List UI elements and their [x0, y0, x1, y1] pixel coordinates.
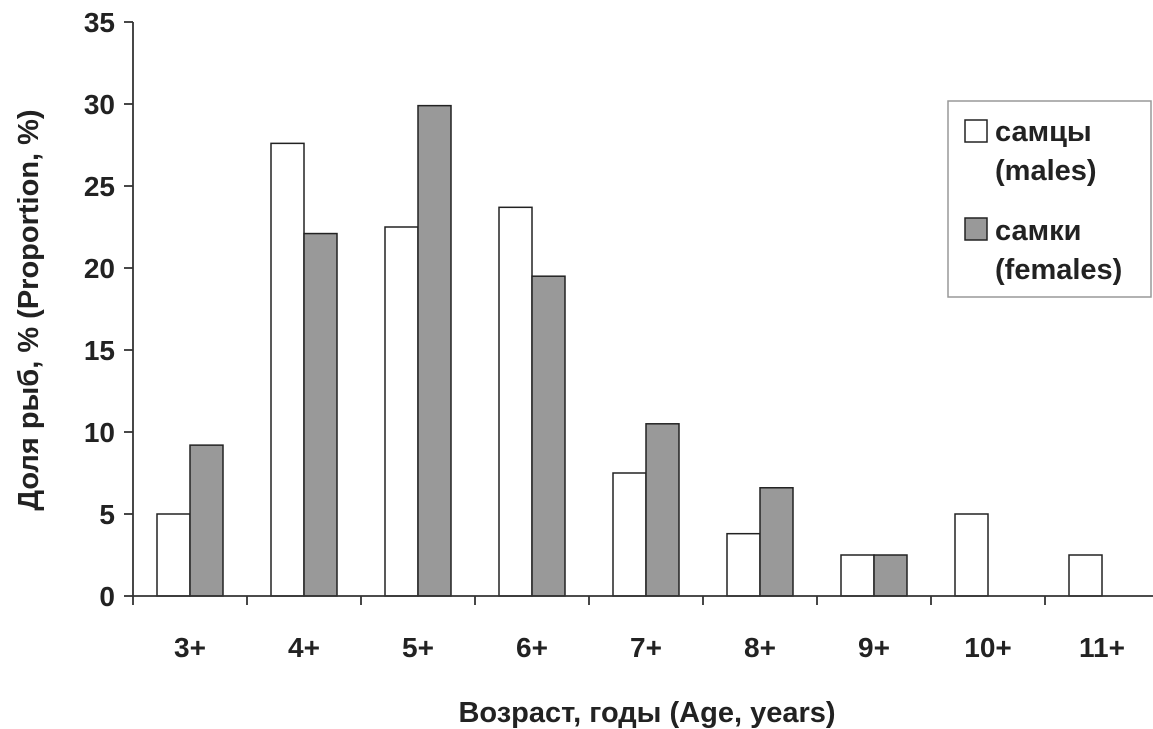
labels-layer: 0 5 10 15 20 25 30 35 3+ 4+ 5+ 6+ 7+ 8+ 9+ 10+ 11+	[84, 7, 1125, 663]
y-tick-label-10: 10	[84, 417, 115, 448]
y-axis-title: Доля рыб, % (Proportion, %)	[13, 109, 45, 510]
bar-males-6plus	[498, 206, 533, 597]
y-tick-label-25: 25	[84, 171, 115, 202]
bar-females-8plus	[759, 487, 794, 597]
bar-males-7plus	[612, 472, 647, 597]
axes-layer	[124, 21, 1153, 605]
x-tick-label-11plus: 11+	[1079, 632, 1125, 663]
bar-males-9plus	[840, 554, 875, 597]
legend-label-females-line2: (females)	[995, 254, 1122, 286]
bar-males-11plus	[1068, 554, 1103, 597]
y-tick-label-35: 35	[84, 7, 115, 38]
legend-swatch-males	[964, 119, 988, 143]
x-tick-label-5plus: 5+	[402, 632, 434, 663]
legend: самцы (males) самки (females)	[947, 100, 1152, 298]
legend-label-males-line2: (males)	[995, 155, 1097, 187]
bar-males-5plus	[384, 226, 419, 597]
y-tick-label-5: 5	[99, 499, 115, 530]
x-tick-label-4plus: 4+	[288, 632, 320, 663]
y-tick-label-20: 20	[84, 253, 115, 284]
y-tick-label-0: 0	[99, 581, 115, 612]
x-tick-label-3plus: 3+	[174, 632, 206, 663]
bar-females-3plus	[189, 444, 224, 597]
bar-females-5plus	[417, 104, 452, 597]
bar-males-10plus	[954, 513, 989, 597]
bar-females-6plus	[531, 275, 566, 597]
x-axis-title: Возраст, годы (Age, years)	[458, 697, 835, 729]
x-tick-label-6plus: 6+	[516, 632, 548, 663]
y-tick-label-30: 30	[84, 89, 115, 120]
legend-label-males-line1: самцы	[995, 116, 1092, 148]
x-tick-label-9plus: 9+	[858, 632, 890, 663]
x-tick-label-8plus: 8+	[744, 632, 776, 663]
bar-females-4plus	[303, 232, 338, 597]
x-tick-label-10plus: 10+	[964, 632, 1012, 663]
bar-males-8plus	[726, 532, 761, 597]
legend-label-females-line1: самки	[995, 215, 1081, 247]
bars-layer	[156, 104, 1103, 597]
bar-females-9plus	[873, 554, 908, 597]
bar-males-4plus	[270, 142, 305, 597]
legend-swatch-females	[964, 217, 988, 241]
y-tick-label-15: 15	[84, 335, 115, 366]
bar-males-3plus	[156, 513, 191, 597]
bar-females-7plus	[645, 423, 680, 597]
x-tick-label-7plus: 7+	[630, 632, 662, 663]
